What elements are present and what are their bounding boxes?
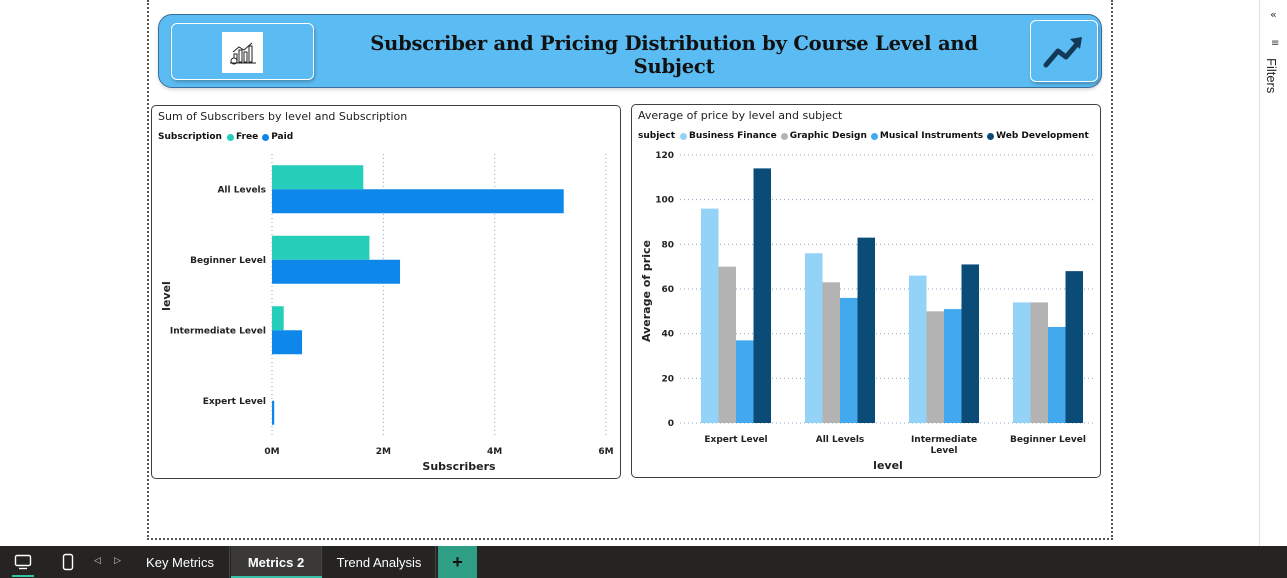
chart-legend: subject Business Finance Graphic Design … bbox=[638, 131, 1093, 141]
filters-label[interactable]: Filters bbox=[1264, 58, 1279, 94]
legend-title: subject bbox=[638, 131, 676, 141]
legend-label: Web Development bbox=[996, 131, 1089, 141]
y-tick-label: 40 bbox=[661, 330, 674, 340]
bar-graphic-design bbox=[1030, 302, 1048, 423]
subscribers-chart-card[interactable]: Sum of Subscribers by level and Subscrip… bbox=[151, 105, 621, 479]
y-tick-label: 60 bbox=[661, 285, 674, 295]
bar-web-development bbox=[1065, 271, 1083, 423]
bar-paid bbox=[272, 400, 275, 425]
x-axis-title: Subscribers bbox=[422, 460, 496, 473]
x-tick-label: 4M bbox=[487, 447, 502, 457]
x-tick-label: 0M bbox=[264, 447, 279, 457]
bar-musical-instruments bbox=[944, 309, 962, 423]
chart-title: Sum of Subscribers by level and Subscrip… bbox=[158, 110, 408, 123]
y-tick-label: 100 bbox=[655, 196, 674, 206]
bar-business-finance bbox=[701, 208, 719, 423]
bar-musical-instruments bbox=[736, 340, 754, 423]
x-tick-label: 2M bbox=[376, 447, 391, 457]
bar-paid bbox=[272, 189, 564, 214]
y-tick-label: Expert Level bbox=[203, 397, 266, 407]
y-tick-label: 0 bbox=[668, 419, 674, 429]
legend-label: Musical Instruments bbox=[879, 131, 984, 141]
legend-item-web-development[interactable]: Web Development bbox=[987, 131, 1089, 141]
chart-title: Average of price by level and subject bbox=[638, 109, 843, 122]
legend-item-free[interactable]: Free bbox=[226, 132, 259, 142]
x-tick-label: Intermediate bbox=[911, 435, 977, 445]
desktop-view-icon[interactable] bbox=[12, 552, 34, 572]
tab-trend-analysis[interactable]: Trend Analysis bbox=[323, 546, 436, 578]
page-tab-bar: ◁ ▷ Key Metrics Metrics 2 Trend Analysis… bbox=[0, 546, 1287, 578]
legend-item-musical-instruments[interactable]: Musical Instruments bbox=[870, 131, 984, 141]
trend-up-arrow-icon bbox=[1043, 37, 1082, 68]
x-tick-label: Beginner Level bbox=[1010, 435, 1086, 445]
report-canvas: Subscriber and Pricing Distribution by C… bbox=[147, 0, 1113, 540]
header-banner: Subscriber and Pricing Distribution by C… bbox=[158, 14, 1102, 88]
previous-page-icon[interactable]: ◁ bbox=[94, 555, 101, 565]
filter-icon: ≡ bbox=[1271, 38, 1280, 49]
legend-label: Free bbox=[235, 132, 259, 142]
y-tick-label: Intermediate Level bbox=[170, 326, 266, 336]
bar-free bbox=[272, 235, 370, 260]
next-page-icon[interactable]: ▷ bbox=[114, 555, 121, 565]
y-axis-title: level bbox=[160, 281, 173, 311]
bar-musical-instruments bbox=[1048, 326, 1066, 423]
logo-card bbox=[171, 23, 314, 80]
legend-item-business-finance[interactable]: Business Finance bbox=[680, 131, 777, 141]
bar-web-development bbox=[961, 264, 979, 423]
double-chevron-left-icon[interactable]: « bbox=[1270, 8, 1277, 21]
price-chart-card[interactable]: Average of price by level and subject su… bbox=[631, 104, 1101, 478]
x-tick-label: 6M bbox=[598, 447, 613, 457]
bar-web-development bbox=[857, 237, 875, 423]
filters-pane[interactable]: « ≡ Filters bbox=[1259, 0, 1287, 546]
legend-item-paid[interactable]: Paid bbox=[262, 132, 293, 142]
bar-business-finance bbox=[805, 253, 823, 423]
legend-label: Business Finance bbox=[689, 131, 777, 141]
analytics-chart-icon bbox=[222, 32, 263, 73]
chart-legend: Subscription Free Paid bbox=[158, 132, 297, 142]
y-tick-label: 80 bbox=[661, 240, 674, 250]
tab-key-metrics[interactable]: Key Metrics bbox=[131, 546, 230, 578]
legend-label: Paid bbox=[271, 132, 294, 142]
bar-paid bbox=[272, 330, 303, 355]
legend-item-graphic-design[interactable]: Graphic Design bbox=[780, 131, 867, 141]
x-tick-label: Expert Level bbox=[704, 435, 767, 445]
bar-graphic-design bbox=[926, 311, 944, 423]
bar-business-finance bbox=[909, 275, 927, 423]
bar-free bbox=[272, 306, 284, 331]
subscribers-bar-chart: 0M 2M 4M 6M All Levels Beginner Level Intermed… bbox=[160, 154, 614, 473]
bar-paid bbox=[272, 259, 401, 284]
legend-label: Graphic Design bbox=[789, 131, 867, 141]
y-axis-title: Average of price bbox=[640, 240, 653, 342]
y-tick-label: Beginner Level bbox=[190, 256, 266, 266]
bar-free bbox=[272, 165, 364, 190]
x-tick-label: Level bbox=[931, 446, 958, 456]
bar-graphic-design bbox=[718, 266, 736, 423]
y-tick-label: 20 bbox=[661, 374, 674, 384]
tab-metrics-2[interactable]: Metrics 2 bbox=[231, 546, 322, 578]
legend-title: Subscription bbox=[158, 132, 222, 142]
bar-business-finance bbox=[1013, 302, 1031, 423]
trend-button[interactable] bbox=[1030, 20, 1098, 82]
bar-musical-instruments bbox=[840, 297, 858, 423]
bar-web-development bbox=[753, 168, 771, 423]
add-page-button[interactable]: + bbox=[438, 546, 477, 578]
x-tick-label: All Levels bbox=[816, 435, 865, 445]
page-title: Subscriber and Pricing Distribution by C… bbox=[370, 32, 978, 78]
price-column-chart: 0 20 40 60 80 100 120 Expert Level All Levels Int… bbox=[640, 151, 1096, 472]
active-tab-indicator bbox=[231, 576, 322, 578]
y-tick-label: 120 bbox=[655, 151, 674, 161]
y-tick-label: All Levels bbox=[217, 185, 266, 195]
active-view-indicator bbox=[12, 575, 34, 577]
x-axis-title: level bbox=[873, 459, 903, 472]
mobile-view-icon[interactable] bbox=[57, 552, 79, 572]
bar-graphic-design bbox=[822, 282, 840, 423]
